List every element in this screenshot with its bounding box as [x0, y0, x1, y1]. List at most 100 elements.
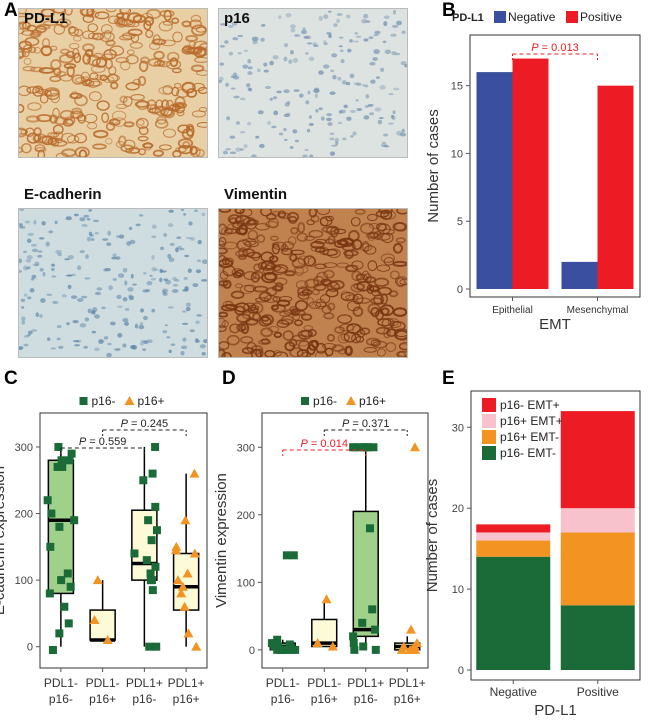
- cell-nucleus: [345, 82, 351, 86]
- cell-nucleus: [167, 306, 174, 309]
- cell-membrane: [126, 49, 135, 56]
- chart-b-bar-positive: [512, 58, 549, 289]
- chart-c-point: [47, 509, 56, 518]
- cell-membrane: [280, 315, 294, 326]
- cell-nucleus: [166, 336, 171, 339]
- cell-nucleus: [135, 223, 141, 227]
- chart-b-xtick-label: Epithelial: [492, 305, 533, 316]
- chart-d-point: [291, 645, 300, 654]
- chart-c-legend-p16pos: p16+: [138, 394, 165, 408]
- chart-c-ytick-label: 100: [15, 575, 33, 587]
- chart-c-point: [57, 576, 66, 585]
- cell-nucleus: [72, 320, 79, 324]
- cell-nucleus: [331, 53, 338, 58]
- chart-d-ytick-label: 100: [237, 577, 255, 589]
- chart-d-point: [359, 642, 368, 651]
- cell-nucleus: [399, 132, 407, 137]
- cell-membrane: [282, 241, 295, 251]
- cell-nucleus: [303, 35, 310, 39]
- cell-nucleus: [176, 236, 182, 240]
- chart-c-ylabel: E-cadherin expression: [0, 466, 8, 615]
- chart-d-point: [371, 645, 380, 654]
- cell-membrane: [363, 347, 377, 353]
- cell-membrane: [147, 58, 162, 67]
- chart-c: 0 100 200 300 PDL1- p16- PDL1- p16+ PDL1+ p16- PDL…: [0, 394, 208, 706]
- cell-membrane: [367, 213, 378, 222]
- chart-c-point: [53, 462, 62, 471]
- cell-membrane: [315, 342, 327, 354]
- cell-membrane: [40, 9, 55, 18]
- cell-nucleus: [32, 263, 39, 267]
- cell-membrane: [355, 297, 371, 304]
- cell-nucleus: [168, 349, 172, 354]
- cell-membrane: [284, 270, 296, 277]
- cell-membrane: [245, 218, 257, 230]
- cell-nucleus: [39, 314, 43, 318]
- cell-nucleus: [64, 258, 70, 261]
- ihc-tile-pdl1: [18, 8, 208, 158]
- cell-membrane: [70, 110, 84, 119]
- cell-membrane: [236, 323, 247, 332]
- cell-nucleus: [129, 239, 136, 245]
- chart-d-point: [358, 618, 367, 627]
- cell-membrane: [73, 94, 88, 107]
- cell-nucleus: [65, 274, 73, 277]
- cell-nucleus: [355, 99, 359, 102]
- cell-membrane: [378, 209, 393, 215]
- cell-nucleus: [368, 36, 374, 40]
- cell-nucleus: [356, 107, 363, 112]
- cell-membrane: [247, 229, 259, 241]
- cell-nucleus: [175, 247, 179, 253]
- cell-nucleus: [79, 250, 85, 254]
- cell-nucleus: [56, 325, 62, 329]
- chart-c-point: [67, 449, 76, 458]
- cell-nucleus: [195, 340, 201, 343]
- chart-c-xtick-label-1: PDL1-: [44, 676, 78, 690]
- cell-nucleus: [31, 328, 37, 333]
- cell-nucleus: [37, 254, 43, 258]
- cell-nucleus: [19, 258, 23, 264]
- cell-nucleus: [267, 120, 271, 126]
- cell-nucleus: [118, 234, 125, 239]
- cell-membrane: [322, 343, 337, 350]
- cell-membrane: [103, 29, 112, 40]
- chart-c-pvalue: P = 0.245: [121, 418, 168, 430]
- cell-nucleus: [94, 232, 99, 235]
- cell-membrane: [361, 240, 370, 253]
- cell-membrane: [89, 72, 99, 80]
- cell-nucleus: [307, 90, 311, 95]
- cell-nucleus: [330, 69, 335, 73]
- cell-membrane: [135, 117, 149, 129]
- cell-nucleus: [91, 330, 97, 334]
- chart-c-point: [65, 456, 74, 465]
- cell-nucleus: [263, 62, 268, 67]
- cell-nucleus: [392, 110, 396, 115]
- cell-nucleus: [128, 226, 133, 231]
- cell-membrane: [107, 15, 120, 25]
- cell-nucleus: [128, 295, 134, 301]
- cell-nucleus: [283, 127, 287, 132]
- cell-nucleus: [219, 80, 222, 84]
- cell-membrane: [329, 279, 345, 290]
- cell-nucleus: [237, 34, 244, 38]
- cell-nucleus: [127, 287, 134, 292]
- cell-nucleus: [318, 70, 324, 75]
- cell-nucleus: [269, 97, 273, 101]
- cell-nucleus: [304, 148, 309, 152]
- chart-d-point: [349, 639, 358, 648]
- cell-nucleus: [39, 267, 44, 272]
- cell-membrane: [43, 87, 60, 97]
- cell-nucleus: [142, 289, 149, 293]
- cell-membrane: [132, 78, 142, 86]
- cell-nucleus: [140, 308, 144, 313]
- cell-nucleus: [202, 339, 207, 344]
- cell-nucleus: [182, 337, 187, 342]
- cell-nucleus: [247, 87, 251, 91]
- cell-nucleus: [143, 315, 148, 321]
- cell-nucleus: [31, 274, 37, 279]
- chart-d-point: [277, 645, 286, 654]
- cell-nucleus: [365, 20, 371, 23]
- cell-membrane: [270, 304, 279, 311]
- cell-nucleus: [188, 221, 193, 226]
